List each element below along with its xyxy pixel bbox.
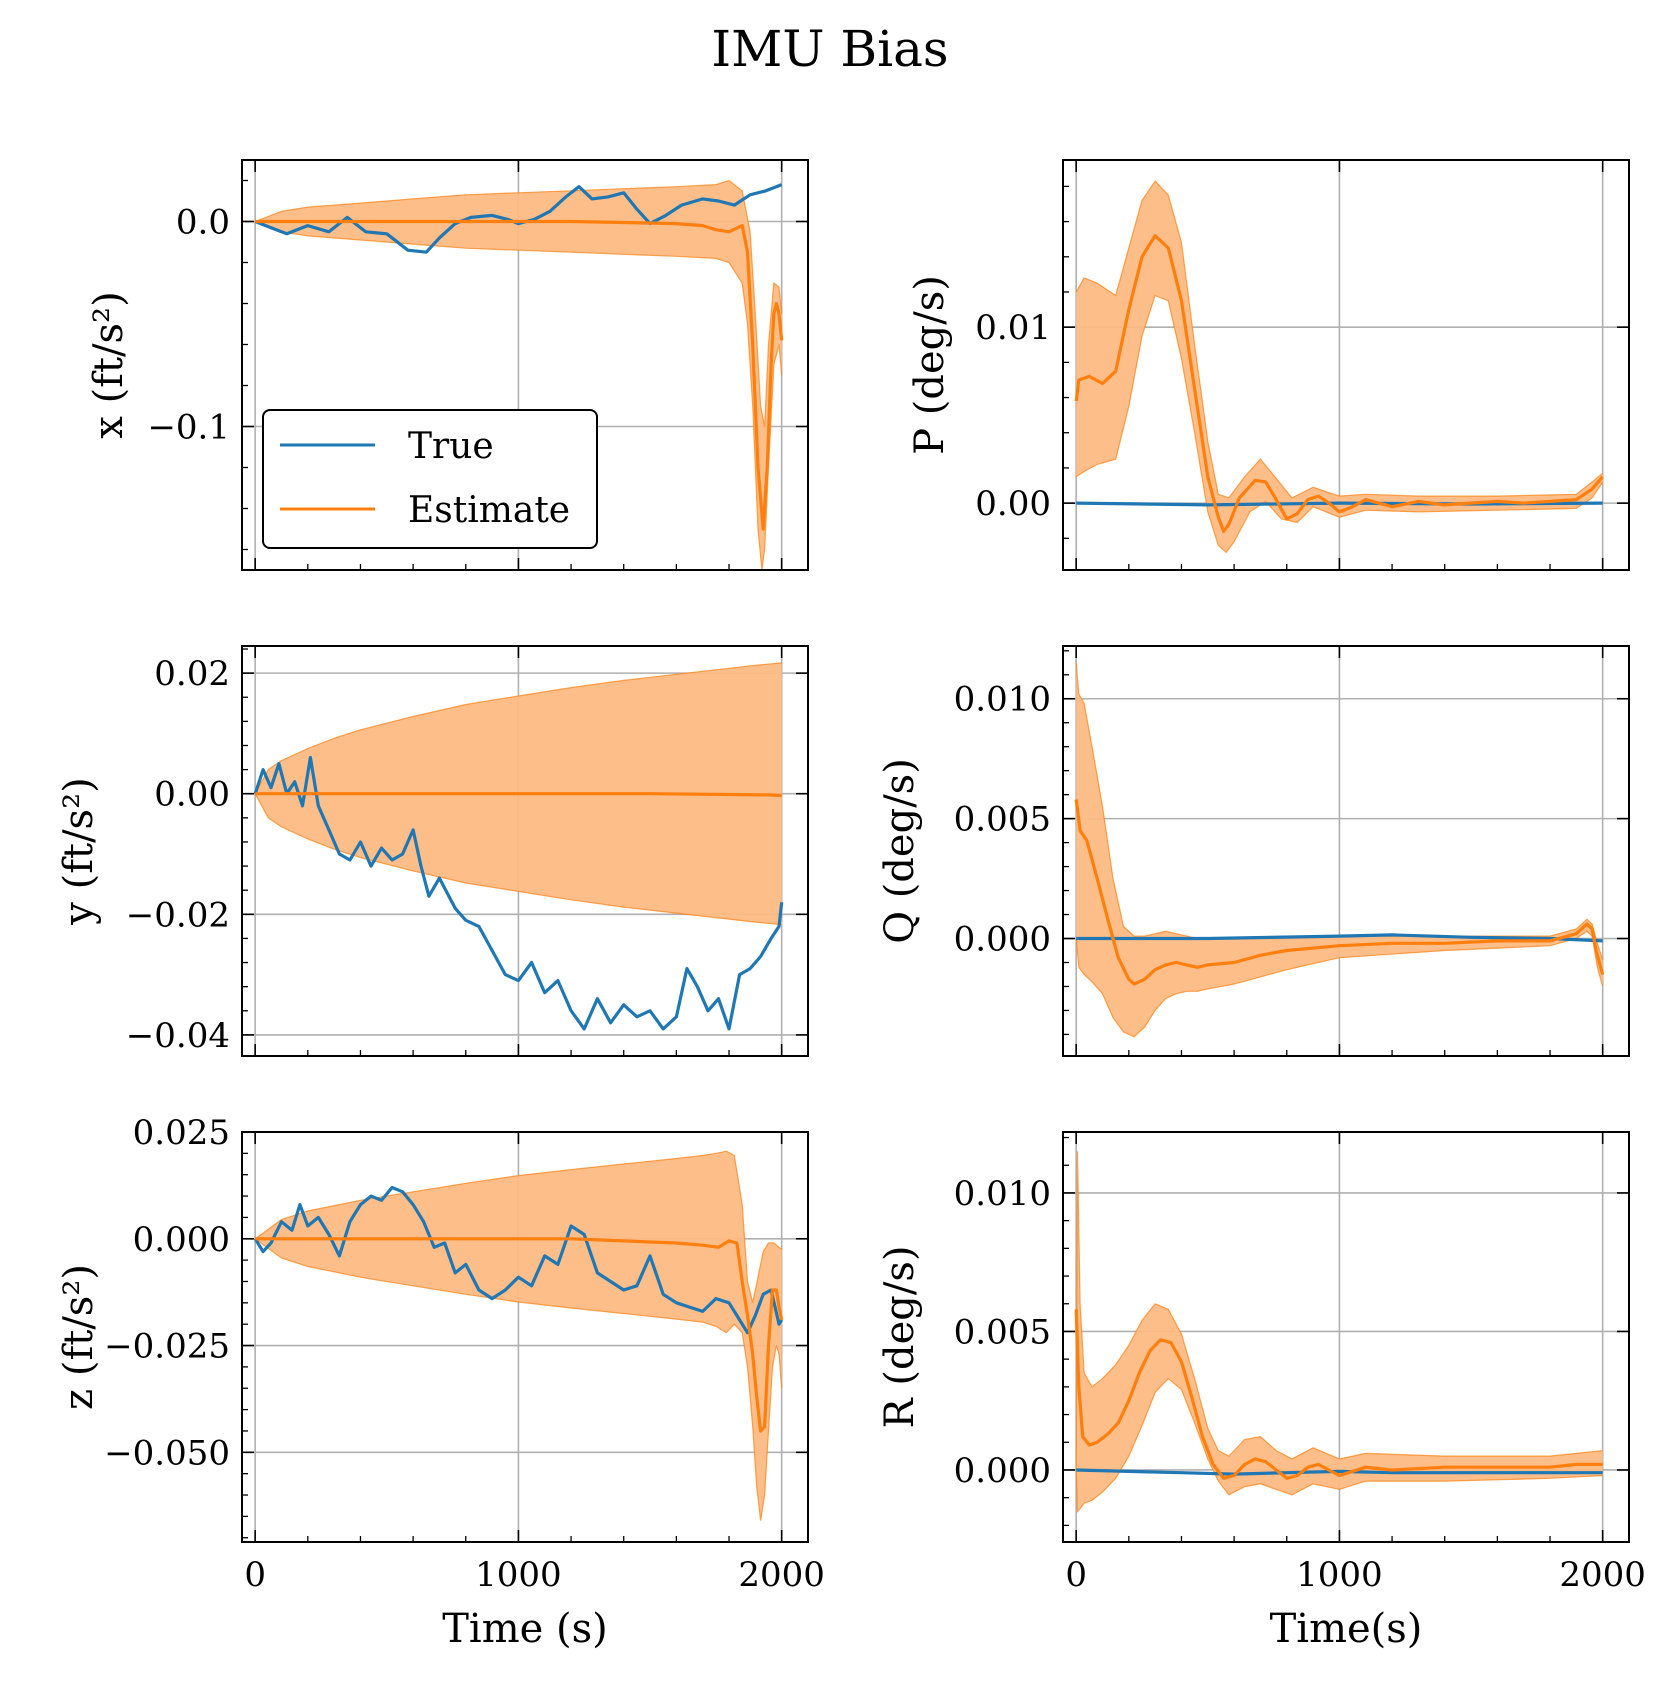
y-tick-label: −0.050 (104, 1433, 230, 1473)
uncertainty-band (1076, 181, 1603, 553)
band-lower-edge (254, 793, 782, 926)
series-true (253, 755, 784, 1031)
y-axis-label: z (ft/s²) (56, 1264, 102, 1410)
plot-area (253, 662, 784, 1031)
panel-y: 0.02 0.00 −0.02 −0.04 y (ft/s²) (56, 645, 809, 1057)
x-axis-label: Time (s) (442, 1606, 608, 1652)
x-tick-label: 1000 (1296, 1555, 1383, 1595)
y-tick-label: 0.000 (133, 1220, 230, 1260)
band-upper-edge (254, 662, 782, 794)
series-true (1076, 933, 1603, 943)
y-tick-label: 0.00 (975, 484, 1051, 524)
legend-label-estimate: Estimate (408, 490, 570, 531)
plot-area (1074, 662, 1605, 1038)
legend-label-true: True (408, 426, 494, 467)
y-tick-label: 0.005 (954, 800, 1051, 840)
y-tick-label: 0.01 (975, 308, 1051, 348)
x-tick-label: 0 (1065, 1555, 1087, 1595)
band-lower-edge (254, 220, 783, 570)
uncertainty-band (1076, 1151, 1603, 1512)
y-tick-label: 0.025 (133, 1113, 230, 1153)
legend: True Estimate (262, 409, 598, 549)
band-lower-edge (254, 1238, 783, 1521)
axes-frame (241, 1131, 809, 1543)
series-estimate (255, 1237, 784, 1433)
y-tick-label: 0.005 (954, 1312, 1051, 1352)
band-upper-edge (1075, 662, 1604, 961)
plot-area (1074, 1151, 1603, 1513)
plot-area (1074, 180, 1604, 554)
series-estimate (1074, 234, 1604, 533)
y-tick-label: 0.0 (176, 203, 230, 243)
axes-frame (1062, 645, 1630, 1057)
band-upper-edge (1075, 180, 1604, 499)
panel-P: 0.01 0.00 P (deg/s) (907, 159, 1630, 571)
panel-x: 0.0 −0.1 x (ft/s²) (86, 159, 809, 571)
y-tick-label: 0.000 (954, 1451, 1051, 1491)
axes-frame (1062, 1131, 1630, 1543)
y-tick-label: −0.02 (126, 895, 230, 935)
y-tick-label: 0.010 (954, 680, 1051, 720)
y-tick-label: −0.1 (147, 408, 230, 448)
figure-title: IMU Bias (711, 20, 948, 78)
panel-Q: 0.010 0.005 0.000 Q (deg/s) (877, 645, 1630, 1057)
y-tick-label: 0.000 (954, 920, 1051, 960)
series-true (1076, 1468, 1603, 1476)
y-tick-label: −0.025 (104, 1327, 230, 1367)
axes-frame (241, 159, 809, 571)
series-estimate (1074, 799, 1605, 986)
y-axis-label: R (deg/s) (877, 1246, 923, 1429)
x-tick-label: 1000 (475, 1555, 562, 1595)
plot-area (253, 1150, 784, 1521)
axes-frame (241, 645, 809, 1057)
x-tick-label: 2000 (738, 1555, 825, 1595)
y-tick-label: −0.04 (126, 1016, 230, 1056)
panel-R: 0 1000 2000 0.010 0.005 0.000 R (deg/s) Time(s) (877, 1131, 1646, 1652)
x-tick-label: 2000 (1559, 1555, 1646, 1595)
plot-area (254, 179, 784, 570)
y-axis-label: Q (deg/s) (877, 758, 923, 944)
band-upper-edge (254, 179, 783, 427)
band-lower-edge (1075, 1377, 1603, 1513)
band-upper-edge (1075, 1151, 1603, 1471)
series-true (253, 1185, 784, 1335)
band-lower-edge (1075, 294, 1604, 554)
band-upper-edge (254, 1150, 783, 1303)
y-tick-label: 0.00 (154, 775, 230, 815)
series-estimate (1074, 1309, 1603, 1480)
uncertainty-band (255, 180, 782, 570)
y-axis-label: P (deg/s) (907, 275, 953, 455)
y-tick-label: 0.02 (154, 654, 230, 694)
y-tick-label: 0.010 (954, 1174, 1051, 1214)
series-estimate (255, 219, 784, 531)
y-axis-label: x (ft/s²) (86, 291, 132, 438)
series-estimate (255, 792, 782, 798)
x-tick-label: 0 (244, 1555, 266, 1595)
y-axis-label: y (ft/s²) (56, 777, 102, 925)
axes-frame (1062, 159, 1630, 571)
x-axis-label: Time(s) (1270, 1606, 1423, 1652)
